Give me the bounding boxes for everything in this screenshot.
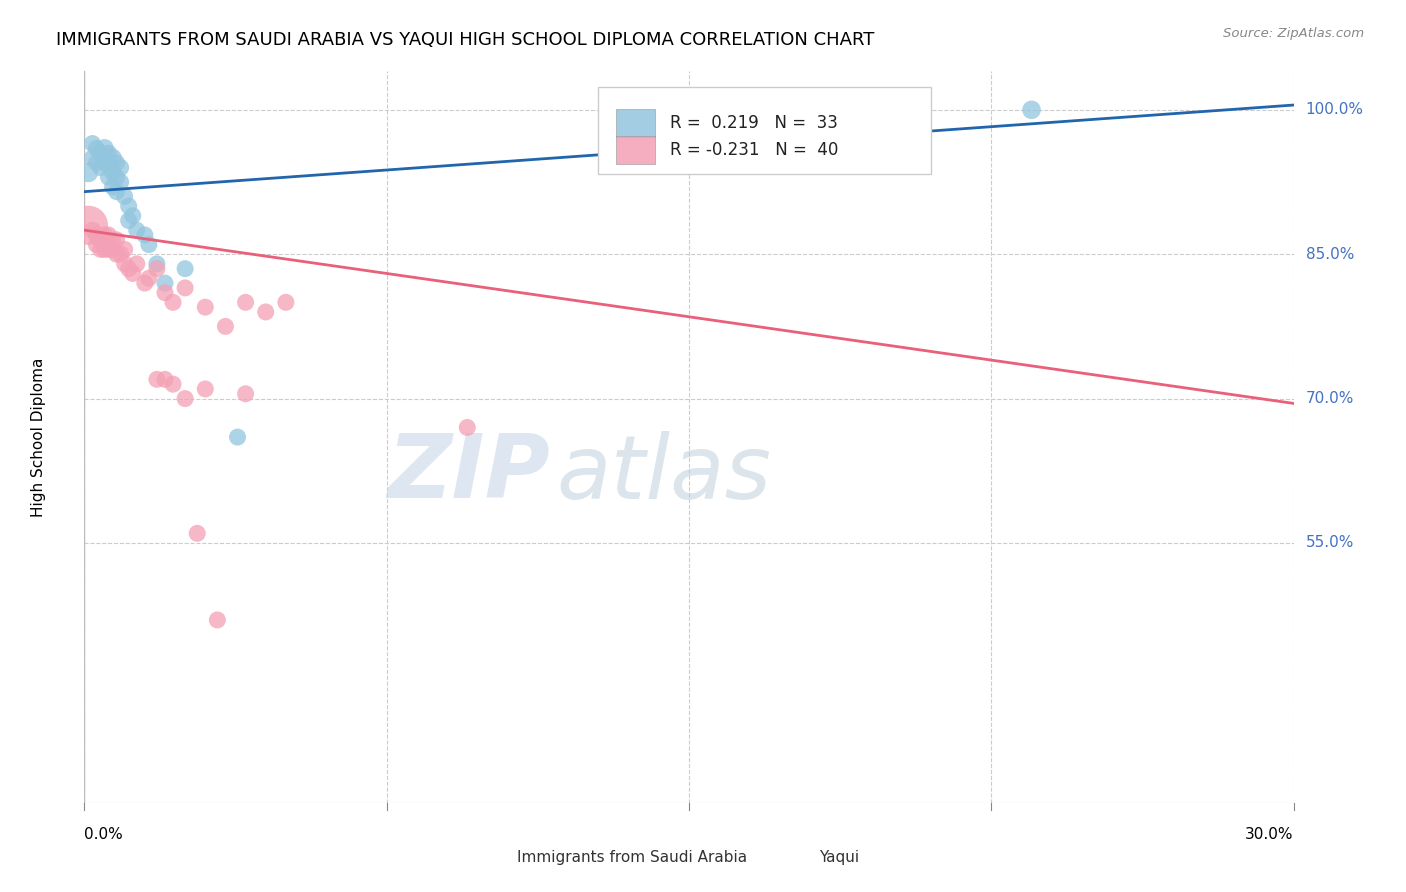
Point	[82, 151, 104, 165]
Point	[121, 209, 143, 223]
Point	[162, 295, 184, 310]
Point	[146, 372, 169, 386]
Point	[77, 165, 100, 179]
Point	[456, 420, 478, 434]
Text: 55.0%: 55.0%	[1306, 535, 1354, 550]
Point	[105, 185, 128, 199]
Text: ZIP: ZIP	[387, 430, 550, 517]
Point	[101, 151, 124, 165]
Text: atlas: atlas	[555, 431, 770, 516]
Point	[186, 526, 208, 541]
Point	[118, 199, 141, 213]
Point	[82, 223, 104, 237]
Point	[114, 257, 136, 271]
Point	[93, 155, 115, 169]
Point	[153, 372, 176, 386]
Text: Source: ZipAtlas.com: Source: ZipAtlas.com	[1223, 27, 1364, 40]
FancyBboxPatch shape	[484, 847, 508, 868]
Point	[118, 213, 141, 227]
Point	[125, 223, 148, 237]
Text: Immigrants from Saudi Arabia: Immigrants from Saudi Arabia	[517, 850, 747, 865]
Point	[89, 146, 111, 161]
Point	[146, 257, 169, 271]
Point	[900, 112, 922, 127]
Point	[174, 392, 197, 406]
Point	[134, 276, 156, 290]
Point	[114, 189, 136, 203]
Point	[153, 285, 176, 300]
Point	[146, 261, 169, 276]
Point	[97, 170, 120, 185]
Point	[86, 237, 108, 252]
FancyBboxPatch shape	[616, 136, 655, 164]
Point	[235, 386, 257, 401]
Point	[89, 243, 111, 257]
Point	[101, 179, 124, 194]
FancyBboxPatch shape	[616, 109, 655, 136]
Point	[274, 295, 297, 310]
Text: R = -0.231   N =  40: R = -0.231 N = 40	[669, 141, 838, 160]
Text: Yaqui: Yaqui	[820, 850, 859, 865]
Text: 100.0%: 100.0%	[1306, 103, 1364, 118]
Point	[110, 247, 132, 261]
Point	[1021, 103, 1043, 117]
Point	[118, 261, 141, 276]
Point	[82, 136, 104, 151]
Point	[114, 243, 136, 257]
Point	[93, 141, 115, 155]
Point	[101, 243, 124, 257]
Point	[105, 247, 128, 261]
Point	[226, 430, 249, 444]
Point	[235, 295, 257, 310]
Point	[125, 257, 148, 271]
Point	[153, 276, 176, 290]
Text: R =  0.219   N =  33: R = 0.219 N = 33	[669, 113, 838, 132]
Point	[97, 227, 120, 242]
Point	[97, 155, 120, 169]
Point	[97, 243, 120, 257]
Point	[101, 165, 124, 179]
Text: High School Diploma: High School Diploma	[31, 358, 46, 516]
Point	[77, 219, 100, 233]
Text: IMMIGRANTS FROM SAUDI ARABIA VS YAQUI HIGH SCHOOL DIPLOMA CORRELATION CHART: IMMIGRANTS FROM SAUDI ARABIA VS YAQUI HI…	[56, 31, 875, 49]
Point	[194, 382, 217, 396]
Point	[174, 281, 197, 295]
FancyBboxPatch shape	[599, 87, 931, 174]
Point	[105, 170, 128, 185]
Point	[110, 161, 132, 175]
FancyBboxPatch shape	[786, 847, 810, 868]
Point	[86, 155, 108, 169]
Text: 0.0%: 0.0%	[84, 827, 124, 842]
Point	[93, 227, 115, 242]
Point	[194, 300, 217, 314]
Point	[174, 261, 197, 276]
Point	[86, 227, 108, 242]
Point	[93, 243, 115, 257]
Point	[138, 237, 160, 252]
Point	[207, 613, 229, 627]
Point	[105, 155, 128, 169]
Point	[121, 267, 143, 281]
Point	[162, 377, 184, 392]
Point	[214, 319, 236, 334]
Text: 30.0%: 30.0%	[1246, 827, 1294, 842]
Text: 85.0%: 85.0%	[1306, 247, 1354, 261]
Point	[105, 233, 128, 247]
Point	[97, 146, 120, 161]
Point	[89, 233, 111, 247]
Text: 70.0%: 70.0%	[1306, 391, 1354, 406]
Point	[110, 175, 132, 189]
Point	[86, 141, 108, 155]
Point	[138, 271, 160, 285]
Point	[254, 305, 277, 319]
Point	[89, 161, 111, 175]
Point	[101, 233, 124, 247]
Point	[134, 227, 156, 242]
